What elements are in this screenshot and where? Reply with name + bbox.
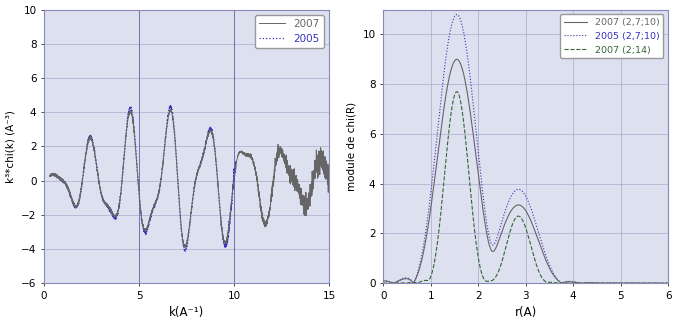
2005 — [46, 174, 54, 177]
Legend: 2007 (2,7;10), 2005 (2,7;10), 2007 (2;14): 2007 (2,7;10), 2005 (2,7;10), 2007 (2;14… — [560, 14, 663, 58]
Line: 2007: 2007 — [50, 109, 329, 248]
2007 (2;14) — [549, 280, 557, 284]
2007 (2,7;10) — [549, 273, 557, 277]
2005 — [56, 175, 64, 179]
Line: 2005: 2005 — [50, 105, 236, 252]
2005 (2,7;10) — [658, 281, 666, 285]
2007 — [46, 174, 54, 178]
Y-axis label: k³*chi(k) (A⁻³): k³*chi(k) (A⁻³) — [5, 110, 16, 183]
2005 (2,7;10) — [658, 281, 666, 285]
2005 — [136, 206, 144, 210]
2005 — [167, 103, 175, 107]
X-axis label: k(A⁻¹): k(A⁻¹) — [169, 306, 204, 319]
2007 (2,7;10) — [664, 281, 672, 285]
2007 (2,7;10) — [613, 281, 621, 285]
Line: 2005 (2,7;10): 2005 (2,7;10) — [383, 15, 668, 283]
Y-axis label: module de chi(R): module de chi(R) — [347, 102, 357, 191]
2007 — [94, 176, 102, 180]
2005 — [181, 250, 189, 254]
2005 — [232, 161, 240, 164]
2005 (2,7;10) — [613, 281, 621, 285]
2007 — [181, 246, 189, 250]
2005 (2,7;10) — [453, 13, 461, 17]
2007 — [325, 184, 333, 188]
X-axis label: r(A): r(A) — [515, 306, 537, 319]
2007 — [167, 107, 175, 111]
2007 (2;14) — [664, 281, 672, 285]
2005 (2,7;10) — [517, 188, 525, 192]
Legend: 2007, 2005: 2007, 2005 — [255, 15, 324, 48]
2007 (2,7;10) — [658, 281, 666, 285]
2007 (2,7;10) — [534, 237, 542, 241]
2005 — [192, 173, 200, 177]
2007 (2,7;10) — [379, 279, 387, 283]
2007 (2;14) — [534, 267, 542, 271]
2007 — [320, 165, 328, 169]
2007 (2;14) — [613, 281, 621, 285]
2007 (2;14) — [453, 90, 461, 94]
2007 — [153, 197, 161, 201]
Line: 2007 (2;14): 2007 (2;14) — [383, 92, 668, 283]
2007 — [78, 183, 86, 187]
2007 — [165, 111, 173, 115]
2007 (2,7;10) — [515, 203, 523, 207]
2005 (2,7;10) — [549, 271, 557, 275]
2007 (2;14) — [517, 215, 525, 219]
2007 (2;14) — [515, 214, 523, 218]
2007 — [290, 177, 298, 181]
2007 (2;14) — [658, 281, 666, 285]
2007 (2,7;10) — [453, 58, 461, 61]
Line: 2007 (2,7;10): 2007 (2,7;10) — [383, 59, 668, 283]
2007 (2;14) — [379, 281, 387, 285]
2005 (2,7;10) — [379, 279, 387, 282]
2005 (2,7;10) — [664, 281, 672, 285]
2007 (2,7;10) — [658, 281, 666, 285]
2005 (2,7;10) — [515, 188, 523, 191]
2007 (2,7;10) — [517, 203, 525, 207]
2005 — [227, 209, 235, 213]
2005 (2,7;10) — [534, 228, 542, 232]
2005 — [227, 208, 235, 212]
2005 — [131, 142, 139, 146]
